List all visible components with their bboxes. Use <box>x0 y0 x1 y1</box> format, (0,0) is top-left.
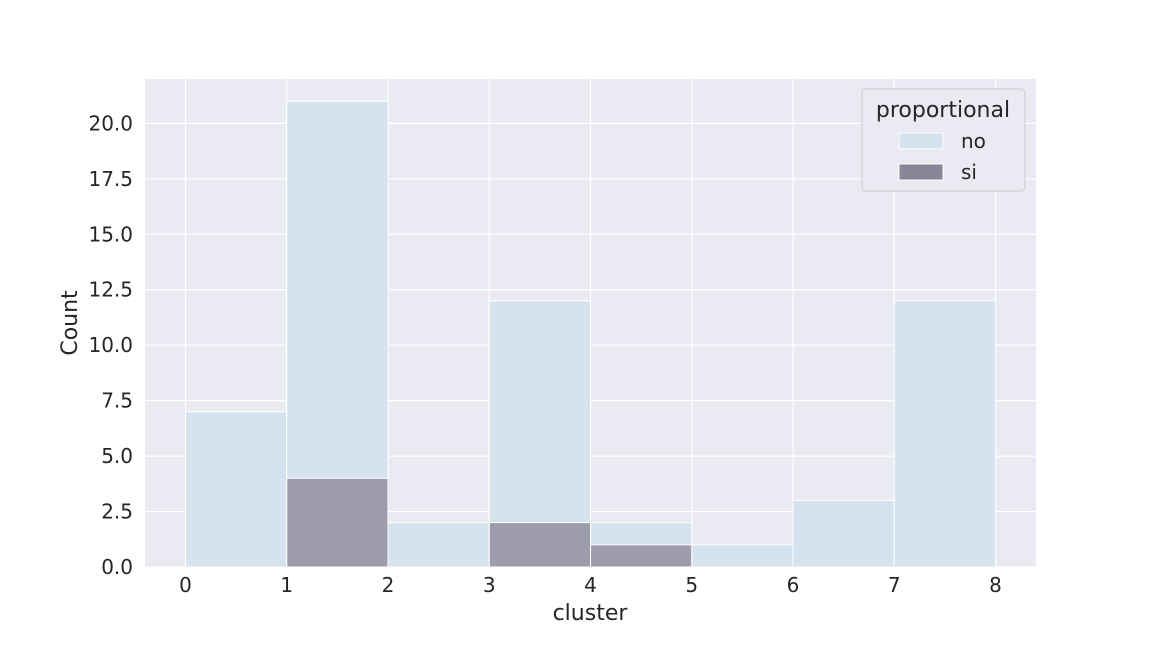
x-axis-label: cluster <box>553 601 629 626</box>
y-tick-label: 20.0 <box>88 111 133 135</box>
legend: proportional no si <box>861 88 1026 192</box>
bar-no-7 <box>893 300 996 568</box>
bar-no-5 <box>691 544 794 568</box>
y-tick-label: 0.0 <box>101 555 133 579</box>
y-tick-label: 5.0 <box>101 444 133 468</box>
x-tick-label: 8 <box>989 573 1002 597</box>
legend-label-si: si <box>961 160 977 184</box>
bars <box>185 100 996 568</box>
x-axis-ticks: 0 1 2 3 4 5 6 7 8 <box>179 573 1002 597</box>
x-tick-label: 2 <box>382 573 395 597</box>
x-tick-label: 3 <box>483 573 496 597</box>
y-tick-label: 15.0 <box>88 222 133 246</box>
bar-no-0 <box>185 411 288 568</box>
bar-no-6 <box>792 499 895 568</box>
bar-si-3 <box>488 522 591 568</box>
y-tick-label: 7.5 <box>101 389 133 413</box>
x-tick-label: 1 <box>280 573 293 597</box>
x-tick-label: 0 <box>179 573 192 597</box>
x-tick-label: 4 <box>584 573 597 597</box>
legend-swatch-no <box>898 132 944 150</box>
x-tick-label: 6 <box>787 573 800 597</box>
x-tick-label: 7 <box>888 573 901 597</box>
legend-title: proportional <box>876 98 1010 123</box>
bar-no-2 <box>387 522 490 568</box>
legend-label-no: no <box>961 129 986 153</box>
y-tick-label: 2.5 <box>101 500 133 524</box>
y-axis-ticks: 0.0 2.5 5.0 7.5 10.0 12.5 15.0 17.5 20.0 <box>88 111 133 579</box>
y-tick-label: 10.0 <box>88 333 133 357</box>
y-tick-label: 17.5 <box>88 167 133 191</box>
y-tick-label: 12.5 <box>88 278 133 302</box>
y-axis-label: Count <box>58 290 83 356</box>
x-tick-label: 5 <box>685 573 698 597</box>
bar-si-4 <box>590 544 693 568</box>
bar-si-1 <box>286 477 389 568</box>
legend-swatch-si <box>898 163 944 181</box>
